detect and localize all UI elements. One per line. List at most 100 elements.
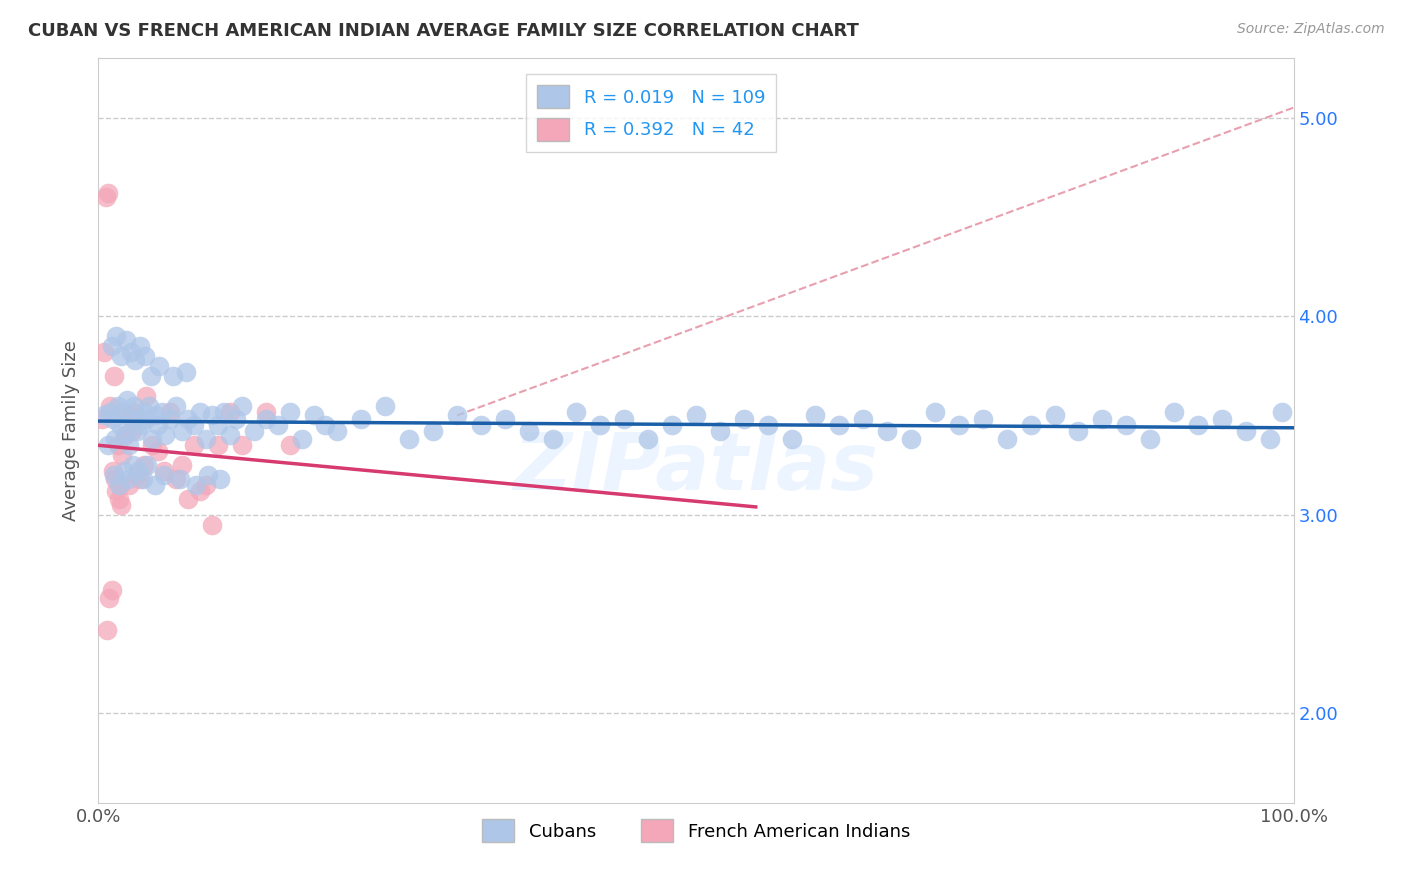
Point: [135, 412, 157, 426]
Point: [172, 458, 194, 472]
Point: [136, 458, 159, 472]
Point: [91, 412, 114, 426]
Point: [128, 412, 150, 426]
Point: [195, 478, 218, 492]
Point: [148, 444, 170, 458]
Point: [972, 412, 994, 426]
Point: [110, 498, 132, 512]
Point: [1067, 425, 1090, 439]
Point: [254, 412, 277, 426]
Point: [148, 359, 170, 373]
Y-axis label: Average Family Size: Average Family Size: [62, 340, 80, 521]
Point: [121, 425, 143, 439]
Point: [98, 399, 122, 413]
Point: [231, 438, 253, 452]
Point: [398, 433, 420, 447]
Point: [613, 412, 636, 426]
Point: [141, 433, 163, 447]
Point: [422, 425, 444, 439]
Point: [1115, 418, 1137, 433]
Point: [132, 404, 155, 418]
Point: [118, 478, 141, 492]
Point: [1211, 412, 1233, 426]
Point: [107, 399, 129, 413]
Point: [131, 472, 153, 486]
Point: [115, 392, 138, 407]
Point: [186, 478, 208, 492]
Point: [1187, 418, 1209, 433]
Point: [780, 433, 803, 447]
Point: [174, 365, 197, 379]
Point: [1043, 409, 1066, 423]
Point: [219, 404, 242, 418]
Point: [1258, 433, 1281, 447]
Point: [541, 433, 564, 447]
Point: [254, 404, 277, 418]
Point: [97, 438, 120, 452]
Text: Source: ZipAtlas.com: Source: ZipAtlas.com: [1237, 22, 1385, 37]
Point: [165, 399, 187, 413]
Point: [804, 409, 827, 423]
Point: [104, 433, 127, 447]
Point: [96, 623, 118, 637]
Point: [127, 464, 149, 478]
Legend: Cubans, French American Indians: Cubans, French American Indians: [474, 812, 918, 850]
Point: [143, 478, 166, 492]
Point: [135, 389, 157, 403]
Point: [709, 425, 731, 439]
Point: [153, 464, 176, 478]
Point: [243, 425, 266, 439]
Point: [207, 418, 229, 433]
Point: [97, 186, 120, 200]
Point: [446, 409, 468, 423]
Point: [132, 458, 155, 472]
Point: [98, 591, 121, 606]
Point: [948, 418, 970, 433]
Point: [315, 418, 337, 433]
Point: [118, 438, 141, 452]
Point: [197, 468, 219, 483]
Point: [117, 472, 139, 486]
Point: [153, 468, 176, 483]
Point: [108, 418, 131, 433]
Point: [112, 464, 135, 478]
Text: ZIPatlas: ZIPatlas: [513, 429, 879, 507]
Point: [124, 352, 146, 367]
Point: [661, 418, 683, 433]
Point: [107, 491, 129, 506]
Point: [212, 404, 235, 418]
Point: [104, 472, 127, 486]
Point: [101, 412, 124, 426]
Point: [93, 345, 115, 359]
Point: [121, 412, 143, 426]
Point: [169, 472, 191, 486]
Point: [129, 472, 152, 486]
Point: [267, 418, 290, 433]
Point: [165, 472, 187, 486]
Point: [111, 448, 134, 462]
Point: [1019, 418, 1042, 433]
Point: [733, 412, 755, 426]
Point: [225, 412, 247, 426]
Point: [125, 468, 148, 483]
Point: [183, 438, 205, 452]
Point: [231, 399, 253, 413]
Point: [177, 412, 200, 426]
Point: [1139, 433, 1161, 447]
Point: [115, 333, 138, 347]
Point: [115, 409, 138, 423]
Point: [207, 438, 229, 452]
Point: [188, 404, 211, 418]
Point: [278, 404, 301, 418]
Point: [131, 418, 153, 433]
Point: [114, 428, 136, 442]
Point: [470, 418, 492, 433]
Point: [326, 425, 349, 439]
Point: [114, 428, 136, 442]
Point: [125, 425, 148, 439]
Point: [124, 399, 146, 413]
Point: [565, 404, 588, 418]
Point: [105, 329, 128, 343]
Point: [107, 438, 129, 452]
Point: [900, 433, 922, 447]
